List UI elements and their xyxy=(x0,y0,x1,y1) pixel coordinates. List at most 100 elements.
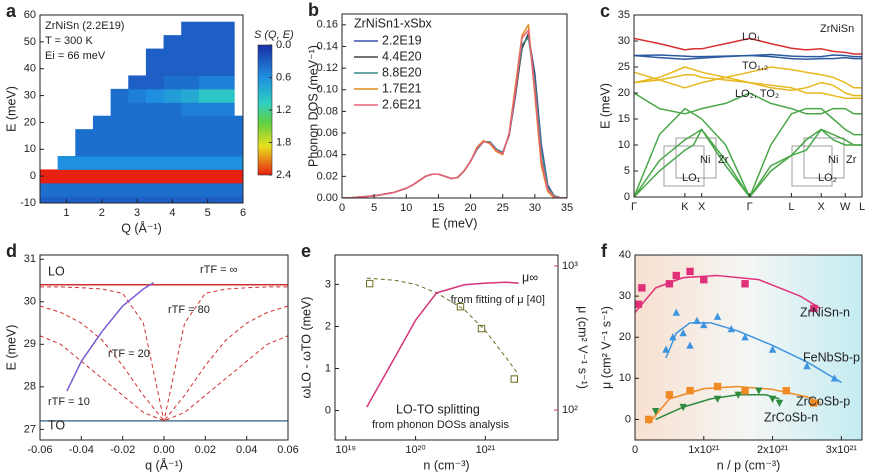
heat-cell xyxy=(234,196,243,203)
annotation: Zr xyxy=(846,154,857,166)
heat-cell xyxy=(181,182,200,197)
series-line xyxy=(342,32,567,198)
y2-tick-label: 10³ xyxy=(562,260,578,272)
heat-cell xyxy=(75,142,94,157)
heat-cell xyxy=(198,48,218,63)
heat-cell xyxy=(234,182,243,197)
series-line xyxy=(366,277,520,376)
marker xyxy=(741,333,749,341)
annotation: from fitting of μ [40] xyxy=(451,294,545,306)
heat-cell xyxy=(216,115,235,130)
panel-letter: e xyxy=(301,241,311,261)
y-tick-label: 29 xyxy=(24,338,36,350)
marker xyxy=(713,395,722,403)
y-tick-label: 27 xyxy=(24,423,36,435)
annotation: rTF = 80 xyxy=(168,304,210,316)
marker xyxy=(686,386,694,395)
heat-cell xyxy=(110,169,129,184)
heat-cell xyxy=(234,129,243,144)
annotation: rTF = 10 xyxy=(48,396,90,408)
x-tick-label: 2x10²¹ xyxy=(757,444,789,456)
heat-cell xyxy=(198,142,218,157)
annotation: Ni xyxy=(828,154,838,166)
heat-cell xyxy=(128,156,147,170)
heat-cell xyxy=(110,102,129,117)
series-label: LO-TO splitting xyxy=(396,402,480,416)
marker xyxy=(672,271,680,280)
x-tick-label: L xyxy=(788,201,794,213)
heat-cell xyxy=(92,156,112,170)
marker xyxy=(679,329,687,337)
axes-frame xyxy=(39,254,289,441)
heat-cell xyxy=(234,115,243,130)
heat-cell xyxy=(110,129,129,144)
heat-cell xyxy=(198,115,218,130)
y-tick-label: 0.14 xyxy=(317,40,338,52)
heat-cell xyxy=(110,196,129,203)
heat-cell xyxy=(216,156,235,170)
colorbar-tick-label: 2.4 xyxy=(276,169,291,181)
heat-cell xyxy=(216,129,235,144)
annotation: Zr xyxy=(718,154,729,166)
y-tick-label: 60 xyxy=(24,9,36,21)
series-label: ZrCoSb-p xyxy=(796,394,850,408)
marker xyxy=(634,300,643,309)
heat-cell xyxy=(145,48,165,63)
y-tick-label: 0.08 xyxy=(317,105,338,117)
series-label: TO xyxy=(48,418,65,432)
heat-cell xyxy=(181,156,200,170)
heat-cell xyxy=(110,142,129,157)
heat-cell xyxy=(163,35,182,50)
marker xyxy=(456,303,465,311)
series-line xyxy=(40,286,288,422)
heat-cell xyxy=(40,196,59,203)
marker xyxy=(510,375,518,383)
marker xyxy=(662,345,670,353)
x-tick-label: X xyxy=(818,201,826,213)
heat-cell xyxy=(163,129,182,144)
marker xyxy=(775,399,784,407)
series-line xyxy=(634,37,862,55)
series-line xyxy=(366,281,519,408)
x-tick-label: Γ xyxy=(747,201,753,213)
x-tick-label: 20 xyxy=(464,202,476,214)
legend-label: 2.2E19 xyxy=(382,33,422,47)
annotation: rTF = ∞ xyxy=(200,264,237,276)
heat-cell xyxy=(198,102,218,117)
y-tick-label: 0.00 xyxy=(317,192,338,204)
series-line xyxy=(634,66,862,89)
marker xyxy=(686,267,694,276)
marker xyxy=(810,399,818,407)
heat-cell xyxy=(110,182,129,197)
legend-label: 8.8E20 xyxy=(382,65,422,79)
x-tick-label: 0.04 xyxy=(236,444,257,456)
y-tick-label: 10 xyxy=(619,372,631,384)
x-tick-label: 5 xyxy=(371,202,377,214)
marker xyxy=(669,333,677,341)
heat-cell xyxy=(145,169,165,184)
heat-cell xyxy=(198,75,218,90)
y-tick-label: 40 xyxy=(619,249,631,261)
y-tick-label: 0.10 xyxy=(317,84,338,96)
heat-cell xyxy=(128,88,147,103)
series-line xyxy=(634,92,862,115)
annotation: from phonon DOSs analysis xyxy=(372,419,509,431)
heat-cell xyxy=(145,102,165,117)
heat-cell xyxy=(145,196,165,203)
y2-tick-label: 10² xyxy=(562,404,578,416)
colorbar-label: S (Q, E) xyxy=(254,29,294,41)
marker xyxy=(713,312,722,320)
heat-cell xyxy=(181,115,200,130)
series-label: ZrCoSb-n xyxy=(764,410,818,424)
series-line xyxy=(665,322,842,384)
series-line xyxy=(634,128,862,197)
x-tick-label: -0.06 xyxy=(27,444,52,456)
heat-cell xyxy=(181,21,200,36)
x-axis-label: E (meV) xyxy=(432,216,478,230)
heat-cell xyxy=(181,62,200,76)
heat-cell xyxy=(75,182,94,197)
annotation: Ei = 66 meV xyxy=(45,50,106,62)
series-label: ZrNiSn-n xyxy=(800,305,850,319)
heat-cell xyxy=(163,115,182,130)
